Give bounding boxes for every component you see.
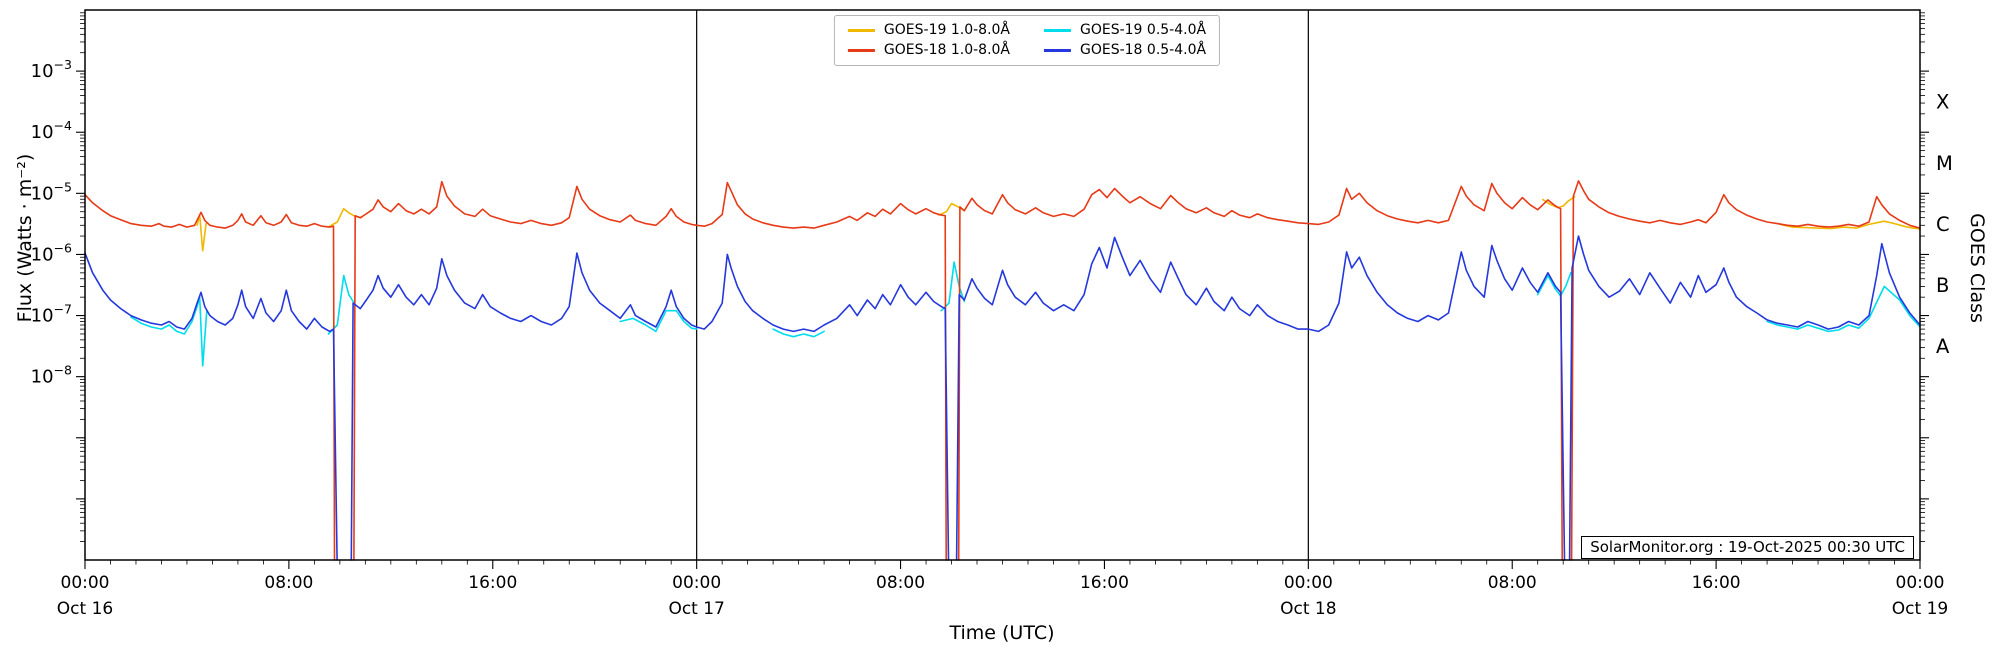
right-axis-title: GOES Class (1966, 213, 1988, 323)
svg-text:M: M (1936, 152, 1953, 175)
svg-text:10−3: 10−3 (31, 57, 72, 82)
legend-entry: GOES-18 0.5-4.0Å (1044, 42, 1206, 59)
legend-label: GOES-19 1.0-8.0Å (883, 22, 1010, 38)
legend-label: GOES-19 0.5-4.0Å (1080, 22, 1207, 38)
svg-text:10−4: 10−4 (31, 118, 72, 143)
x-axis-title: Time (UTC) (949, 622, 1055, 644)
series-goes-19-0-5-4-0 (130, 261, 1921, 367)
legend-entry: GOES-18 1.0-8.0Å (847, 42, 1010, 59)
svg-text:16:00: 16:00 (468, 573, 517, 593)
legend-line-swatch (847, 49, 875, 52)
date-label: Oct 18 (1280, 599, 1336, 619)
legend-line-swatch (1044, 29, 1071, 32)
svg-text:10−7: 10−7 (31, 302, 72, 327)
date-label: Oct 17 (668, 599, 724, 619)
svg-text:10−5: 10−5 (31, 179, 72, 204)
svg-text:10−6: 10−6 (31, 240, 72, 265)
svg-text:08:00: 08:00 (264, 573, 313, 593)
y-axis-title: Flux (Watts · m⁻²) (14, 153, 36, 323)
series-goes-18-1-0-8-0 (84, 180, 1921, 561)
date-label: Oct 19 (1892, 599, 1948, 619)
legend-entry: GOES-19 1.0-8.0Å (847, 22, 1010, 39)
series-goes-18-0-5-4-0 (84, 235, 1921, 561)
x-axis-ticks: 00:00 Oct 16 08:00 16:00 00:00 Oct 17 08:00 16:… (57, 560, 1948, 619)
solarmonitor-credit: SolarMonitor.org : 19-Oct-2025 00:30 UTC (1581, 536, 1914, 559)
svg-text:10−8: 10−8 (31, 363, 72, 388)
svg-text:X: X (1936, 91, 1949, 114)
day-boundary-lines (696, 10, 1309, 560)
y-axis-tick-labels: 10−3 10−4 10−5 10−6 10−7 10−8 (31, 57, 72, 388)
svg-text:C: C (1936, 213, 1950, 236)
legend-entry: GOES-19 0.5-4.0Å (1044, 22, 1206, 39)
goes-class-letters: X M C B A (1936, 91, 1953, 358)
svg-text:B: B (1936, 274, 1949, 297)
svg-text:A: A (1936, 335, 1950, 358)
chart-legend: GOES-19 1.0-8.0Å GOES-19 0.5-4.0Å GOES-18 … (833, 15, 1221, 66)
svg-text:00:00: 00:00 (1284, 573, 1333, 593)
plot-border (84, 9, 1921, 561)
date-label: Oct 16 (57, 599, 113, 619)
svg-text:00:00: 00:00 (672, 573, 721, 593)
legend-line-swatch (1044, 49, 1071, 52)
legend-label: GOES-18 0.5-4.0Å (1080, 42, 1207, 58)
svg-text:00:00: 00:00 (61, 573, 110, 593)
svg-text:16:00: 16:00 (1692, 573, 1741, 593)
svg-text:16:00: 16:00 (1080, 573, 1129, 593)
y-axis-ticks (76, 12, 1929, 543)
svg-text:08:00: 08:00 (1488, 573, 1537, 593)
svg-text:00:00: 00:00 (1896, 573, 1945, 593)
svg-text:08:00: 08:00 (876, 573, 925, 593)
series-goes-19-1-0-8-0 (196, 195, 1921, 252)
legend-label: GOES-18 1.0-8.0Å (883, 42, 1010, 58)
legend-line-swatch (847, 29, 875, 32)
